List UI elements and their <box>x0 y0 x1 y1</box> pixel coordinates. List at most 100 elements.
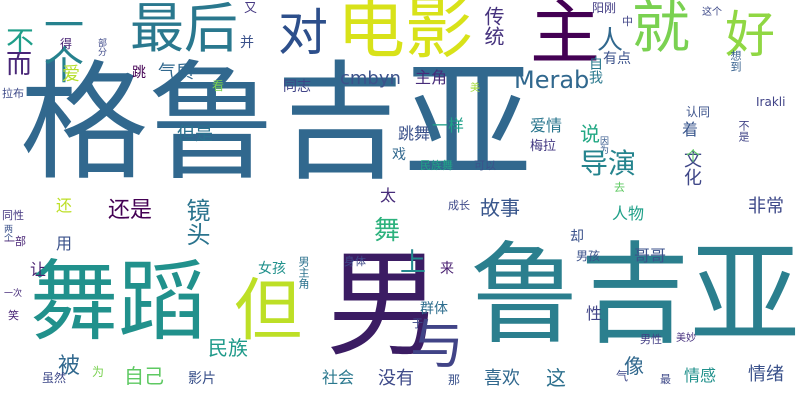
cloud-word: 认同 <box>686 105 711 119</box>
cloud-word: 最 <box>660 373 671 386</box>
cloud-word: 那 <box>448 373 461 387</box>
cloud-word: 社会 <box>322 368 355 387</box>
cloud-word: Merab <box>514 66 590 94</box>
cloud-word: 用 <box>56 234 73 253</box>
cloud-word: 个 <box>686 149 700 165</box>
cloud-word: 太 <box>380 186 397 205</box>
cloud-word: 鲁吉亚 <box>470 231 800 359</box>
cloud-word: 上 <box>400 248 427 278</box>
cloud-word: 梅拉 <box>530 139 557 154</box>
cloud-word: 想到 <box>729 50 742 72</box>
cloud-word: 一个 <box>37 4 83 84</box>
cloud-word: 却 <box>570 229 584 245</box>
cloud-word: 男性 <box>640 333 662 346</box>
cloud-word: 让 <box>30 260 47 279</box>
cloud-word: 一部 <box>4 235 26 248</box>
cloud-word: 来 <box>440 261 454 277</box>
cloud-word: 好 <box>725 6 775 64</box>
cloud-word: 而 <box>6 50 33 80</box>
cloud-word: 被 <box>58 354 81 379</box>
cloud-word: 性 <box>586 304 603 323</box>
cloud-word: 但 <box>234 272 303 351</box>
cloud-word: 可以 <box>474 159 496 172</box>
cloud-word: 看 <box>212 79 225 93</box>
cloud-word: cmbyn <box>340 68 401 89</box>
cloud-word: 但是 <box>177 124 213 145</box>
cloud-word: 民族 <box>208 336 248 360</box>
cloud-word: 与 <box>410 313 464 376</box>
cloud-word: 为 <box>92 365 105 379</box>
cloud-word: 跳舞 <box>398 124 431 143</box>
cloud-word: 气质 <box>158 62 194 83</box>
cloud-word: 跳 <box>132 65 146 81</box>
cloud-word: 并 <box>240 35 254 51</box>
cloud-word: 因为 <box>598 136 608 154</box>
cloud-word: 文化 <box>681 150 702 186</box>
cloud-word: 爱 <box>62 64 80 85</box>
cloud-word: 部分 <box>96 38 106 56</box>
cloud-word: 非常 <box>748 196 784 217</box>
cloud-word: 主 <box>530 0 600 74</box>
cloud-word: 于 <box>412 317 423 330</box>
cloud-word: 同性 <box>2 209 24 222</box>
cloud-word: 着 <box>682 120 699 139</box>
cloud-word: 舞蹈 <box>30 250 207 353</box>
cloud-word: 就 <box>632 0 691 61</box>
cloud-word: 传统 <box>481 6 505 46</box>
cloud-word: 像 <box>624 354 644 378</box>
cloud-word: 不 <box>6 25 35 58</box>
cloud-word: 成长 <box>448 199 470 212</box>
cloud-word: 中 <box>622 15 633 28</box>
cloud-word: 同志 <box>283 79 311 95</box>
cloud-word: 故事 <box>480 196 520 220</box>
cloud-word: 自己 <box>124 364 164 388</box>
cloud-word: 格鲁吉亚 <box>20 49 533 198</box>
cloud-word: 镜头 <box>182 198 210 246</box>
cloud-word: 情绪 <box>748 364 784 385</box>
cloud-word: 影片 <box>188 371 216 387</box>
cloud-word: 拉布 <box>2 87 24 100</box>
cloud-word: 身体 <box>344 255 366 268</box>
cloud-word: 气 <box>616 369 629 383</box>
cloud-word: 不是 <box>737 120 750 142</box>
cloud-word: 一样 <box>432 116 465 135</box>
cloud-word: 哥哥 <box>634 246 667 265</box>
cloud-word: 对 <box>278 4 328 62</box>
cloud-word: 说 <box>580 122 600 146</box>
cloud-word: 民族舞 <box>420 159 453 172</box>
cloud-word: 导演 <box>580 147 637 180</box>
cloud-word: 有点 <box>603 51 631 67</box>
cloud-word: 男孩 <box>576 249 601 263</box>
cloud-word: 主角 <box>415 68 448 87</box>
cloud-word: 没有 <box>378 368 414 389</box>
cloud-word: 美妙 <box>676 333 696 344</box>
cloud-word: 还是 <box>108 198 153 223</box>
cloud-word: 笑 <box>8 309 19 322</box>
cloud-word: 男主角 <box>297 256 310 289</box>
cloud-word: 男 <box>326 238 442 373</box>
cloud-word: 爱情 <box>530 116 563 135</box>
cloud-word: 自我 <box>587 56 603 84</box>
cloud-word: 人 <box>597 26 624 56</box>
cloud-word: 女孩 <box>258 261 286 277</box>
cloud-word: 这 <box>546 366 566 390</box>
cloud-word: 情感 <box>684 366 717 385</box>
cloud-word: 喜欢 <box>484 368 520 389</box>
cloud-word: 一次 <box>4 289 23 299</box>
cloud-word: Irakli <box>756 95 786 109</box>
cloud-word: 群体 <box>420 301 448 317</box>
cloud-word: 最后 <box>130 0 238 60</box>
cloud-word: 还 <box>56 196 73 215</box>
cloud-word: 两个 <box>2 224 12 242</box>
cloud-word: 戏 <box>392 147 406 163</box>
cloud-word: 人物 <box>612 204 645 223</box>
cloud-word: 得 <box>60 37 73 51</box>
cloud-word: 又 <box>244 1 258 16</box>
cloud-word: 去 <box>614 181 625 194</box>
cloud-word: 舞 <box>374 216 401 246</box>
cloud-word: 美 <box>470 83 480 94</box>
cloud-word: 电影 <box>337 0 474 69</box>
cloud-word: 这个 <box>702 7 722 18</box>
cloud-word: 虽然 <box>42 371 67 385</box>
